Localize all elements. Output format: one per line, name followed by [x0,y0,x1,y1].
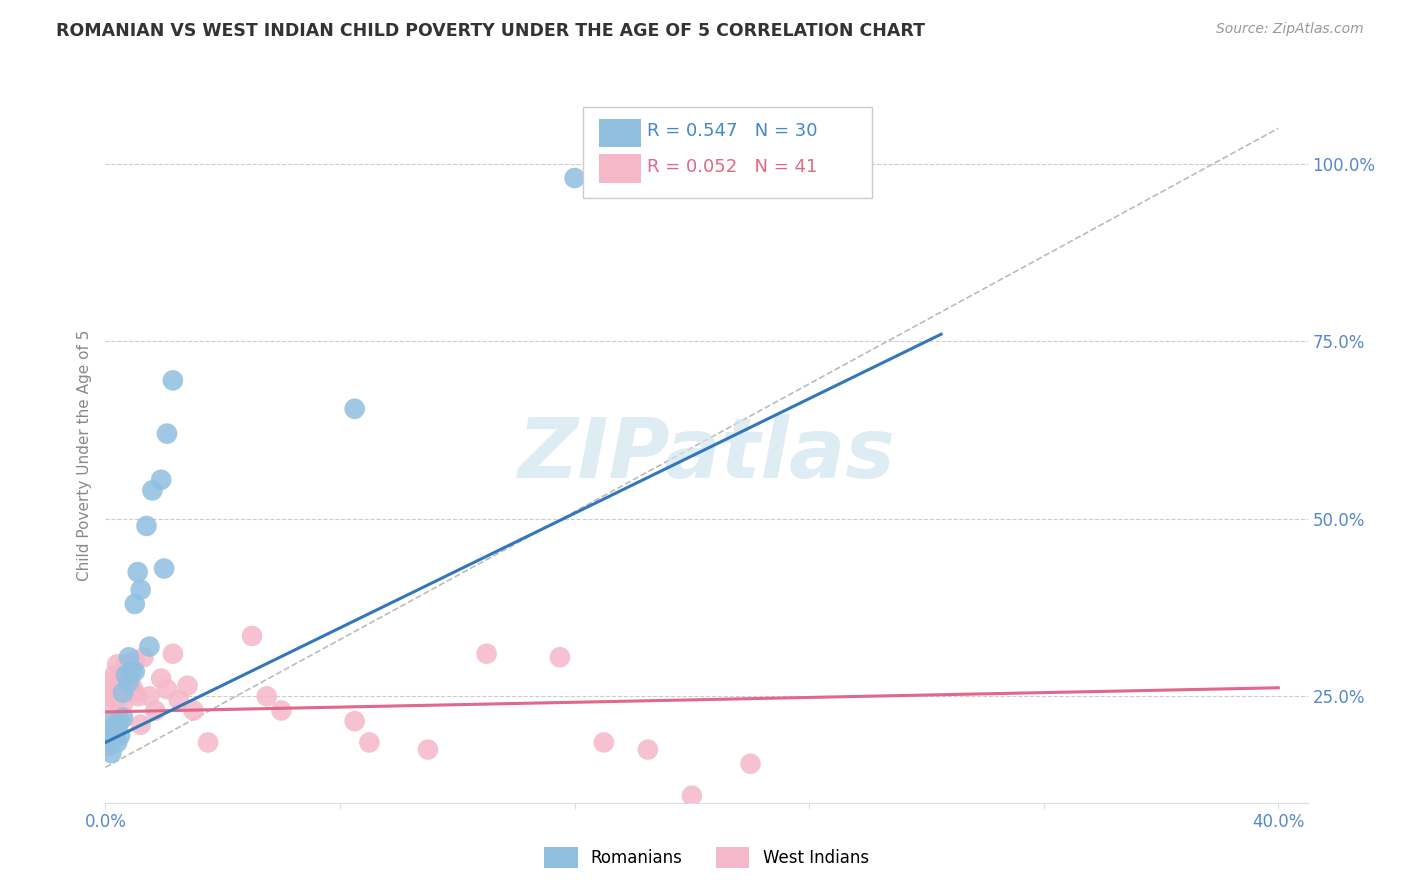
Point [115,657,138,672]
Point [124,597,146,611]
Point [103,668,125,682]
Point [132,650,155,665]
Point [121,679,143,693]
Point [108,682,131,697]
Point [240,629,263,643]
Point [138,640,160,654]
Point [105,657,128,672]
Point [475,647,498,661]
Point [124,686,146,700]
Point [156,682,179,697]
Point [124,654,146,668]
Point [118,675,141,690]
Point [97,700,120,714]
Point [153,561,176,575]
Text: ZIPatlas: ZIPatlas [517,415,896,495]
Point [141,483,163,498]
Point [118,665,141,679]
Point [97,690,120,704]
Point [162,647,184,661]
Point [112,686,135,700]
Point [548,650,571,665]
Point [637,742,659,756]
Legend: Romanians, West Indians: Romanians, West Indians [537,841,876,874]
Point [105,717,128,731]
Point [108,679,131,693]
Point [105,735,128,749]
Y-axis label: Child Poverty Under the Age of 5: Child Poverty Under the Age of 5 [77,329,93,581]
Point [100,721,122,735]
Point [97,739,120,753]
Point [100,686,122,700]
Point [651,171,673,186]
Text: R = 0.052   N = 41: R = 0.052 N = 41 [647,158,817,176]
Point [112,710,135,724]
Point [183,704,205,718]
Point [115,668,138,682]
Text: ROMANIAN VS WEST INDIAN CHILD POVERTY UNDER THE AGE OF 5 CORRELATION CHART: ROMANIAN VS WEST INDIAN CHILD POVERTY UN… [56,22,925,40]
Point [127,565,149,579]
Point [129,717,152,731]
Point [97,728,120,742]
Point [270,704,292,718]
Point [343,714,366,728]
Point [150,672,173,686]
Point [138,690,160,704]
Point [121,665,143,679]
Point [112,697,135,711]
Point [118,650,141,665]
Point [740,756,762,771]
Point [150,473,173,487]
Point [593,735,616,749]
Point [176,679,198,693]
Point [143,704,166,718]
Point [416,742,439,756]
Point [167,693,190,707]
Point [135,519,157,533]
Point [564,171,586,186]
Point [100,675,122,690]
Point [105,697,128,711]
Text: R = 0.547   N = 30: R = 0.547 N = 30 [647,122,817,140]
Point [359,735,381,749]
Text: Source: ZipAtlas.com: Source: ZipAtlas.com [1216,22,1364,37]
Point [108,728,131,742]
Point [127,690,149,704]
Point [103,728,125,742]
Point [103,714,125,728]
Point [129,582,152,597]
Point [156,426,179,441]
Point [103,682,125,697]
Point [343,401,366,416]
Point [256,690,278,704]
Point [100,746,122,760]
Point [197,735,219,749]
Point [115,675,138,690]
Point [681,789,703,803]
Point [124,665,146,679]
Point [108,714,131,728]
Point [162,373,184,387]
